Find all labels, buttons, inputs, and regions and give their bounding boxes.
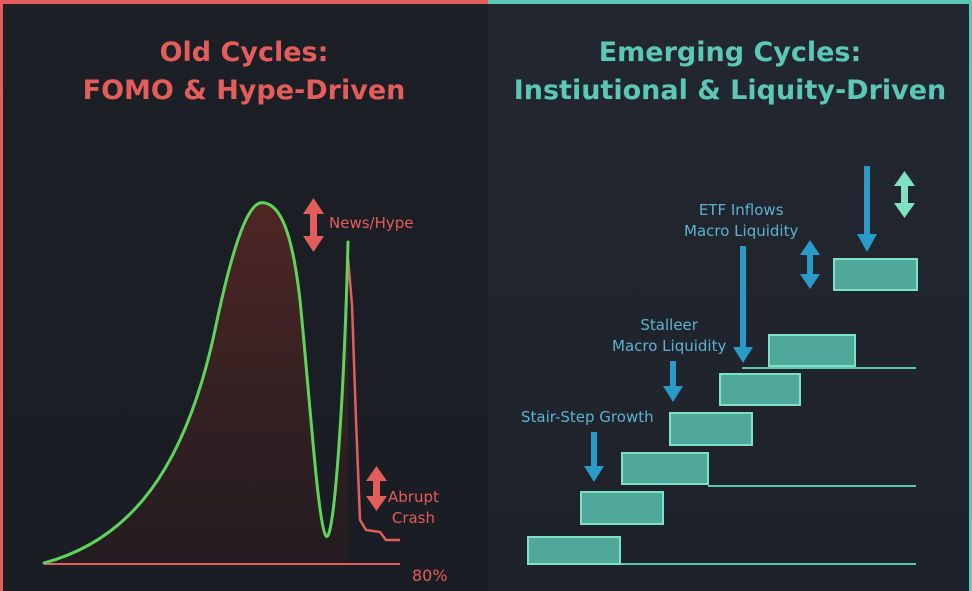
emerging-cycles-title: Emerging Cycles: Instiutional & Liquity-… (488, 34, 972, 110)
news-hype-double-arrow-icon (303, 198, 324, 252)
old-cycles-title-line2: FOMO & Hype-Driven (82, 75, 406, 106)
hype-curve-area (44, 202, 348, 564)
crash-double-arrow-icon (366, 466, 387, 511)
step-block-7 (833, 258, 918, 291)
abrupt-crash-label: Abrupt Crash (388, 487, 439, 529)
step-blocks (527, 258, 918, 565)
etf-label-line1: ETF Inflows (698, 201, 784, 219)
down-arrow-icon (663, 361, 683, 402)
down-arrow-icon (733, 246, 753, 363)
step-block-1 (527, 536, 621, 565)
abrupt-crash-label-line1: Abrupt (388, 488, 439, 506)
step-block-4 (669, 412, 753, 446)
stalleer-label-line2: Macro Liquidity (612, 337, 727, 355)
emerging-cycles-title-line1: Emerging Cycles: (598, 37, 862, 68)
percent-label: 80% (412, 566, 448, 585)
down-arrow-icon (857, 166, 877, 252)
abrupt-crash-label-line2: Crash (391, 509, 435, 527)
crash-line (346, 257, 400, 542)
down-arrow-icon (584, 432, 604, 482)
etf-inflows-macro-liquidity-label: ETF Inflows Macro Liquidity (684, 200, 798, 242)
stair-step-chart (527, 166, 918, 565)
etf-label-line2: Macro Liquidity (684, 222, 799, 240)
mint-double-arrow-icon (894, 171, 915, 218)
step-block-6 (768, 334, 856, 367)
step-block-5 (719, 373, 801, 406)
step-block-2 (580, 491, 664, 525)
news-hype-label: News/Hype (329, 214, 414, 232)
old-cycles-title: Old Cycles: FOMO & Hype-Driven (0, 34, 488, 110)
stalleer-label-line1: Stalleer (640, 316, 698, 334)
stalleer-macro-liquidity-label: Stalleer Macro Liquidity (612, 315, 726, 357)
stair-step-growth-label: Stair-Step Growth (521, 408, 654, 426)
ledge-lines (620, 367, 916, 565)
emerging-cycles-title-line2: Instiutional & Liquity-Driven (513, 75, 947, 106)
teal-double-arrow-icon (800, 240, 820, 289)
hype-curve-line (42, 201, 350, 565)
step-block-3 (621, 452, 709, 485)
hype-cycle-chart (42, 198, 400, 565)
emerging-cycles-panel (488, 0, 972, 591)
old-cycles-title-line1: Old Cycles: (159, 37, 329, 68)
